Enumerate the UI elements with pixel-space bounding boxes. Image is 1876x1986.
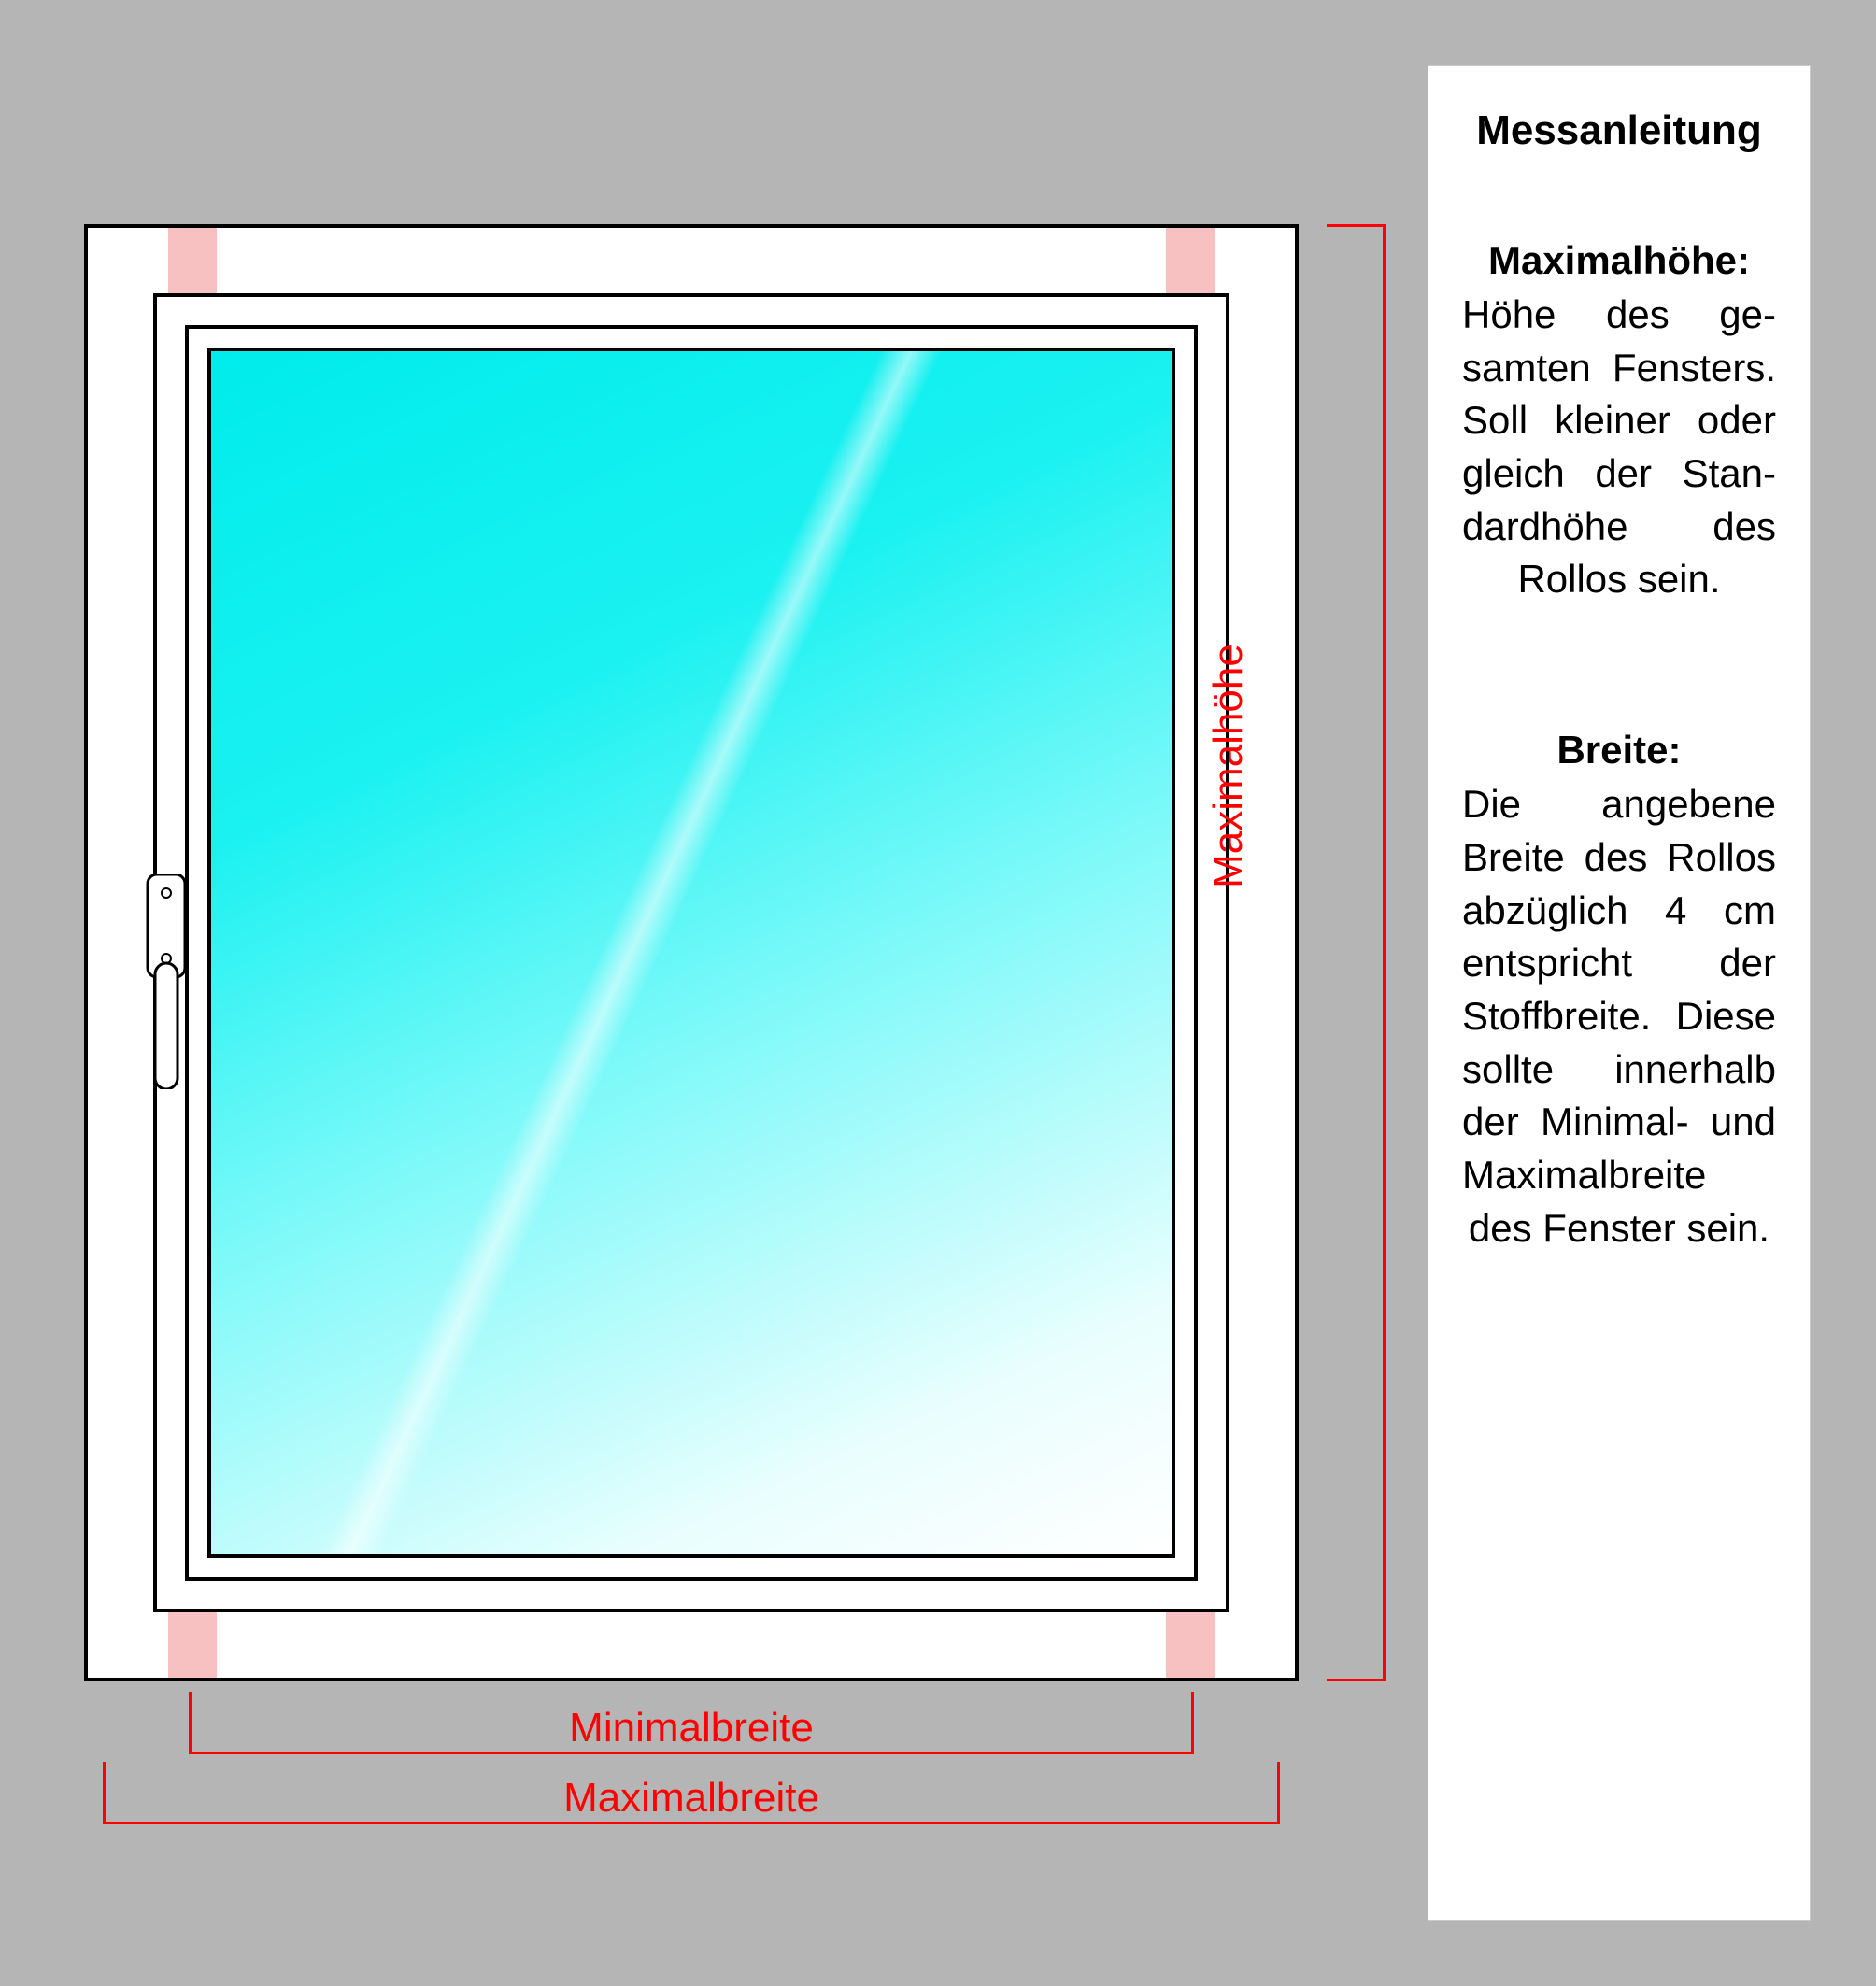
instructions-panel: Messanleitung Maximalhöhe: Höhe des ge­s… — [1428, 65, 1811, 1921]
window-glass — [207, 348, 1175, 1558]
window-sash-inner — [185, 325, 1198, 1581]
glass-sheen — [211, 351, 1172, 1554]
panel-heading-max-height: Maximalhöhe: — [1462, 238, 1776, 283]
panel-heading-width: Breite: — [1462, 728, 1776, 773]
window-outer-frame — [84, 224, 1299, 1681]
window-sash — [153, 293, 1229, 1612]
panel-body-max-height: Höhe des ge­samten Fensters. Soll kleine… — [1462, 289, 1776, 606]
dimension-max-height-label: Maximalhöhe — [1205, 579, 1252, 953]
panel-title: Messanleitung — [1462, 107, 1776, 154]
window-handle — [140, 874, 192, 1089]
panel-section-width: Breite: Die angebene Breite des Rol­los … — [1462, 728, 1776, 1255]
panel-body-width: Die angebene Breite des Rol­los abzüglic… — [1462, 778, 1776, 1255]
dimension-max-width-label: Maximalbreite — [545, 1775, 838, 1822]
panel-section-max-height: Maximalhöhe: Höhe des ge­samten Fensters… — [1462, 238, 1776, 606]
window-diagram: Maximalhöhe Minimalbreite Maximalbreite — [84, 224, 1355, 1812]
dimension-min-width-label: Minimalbreite — [550, 1705, 832, 1752]
